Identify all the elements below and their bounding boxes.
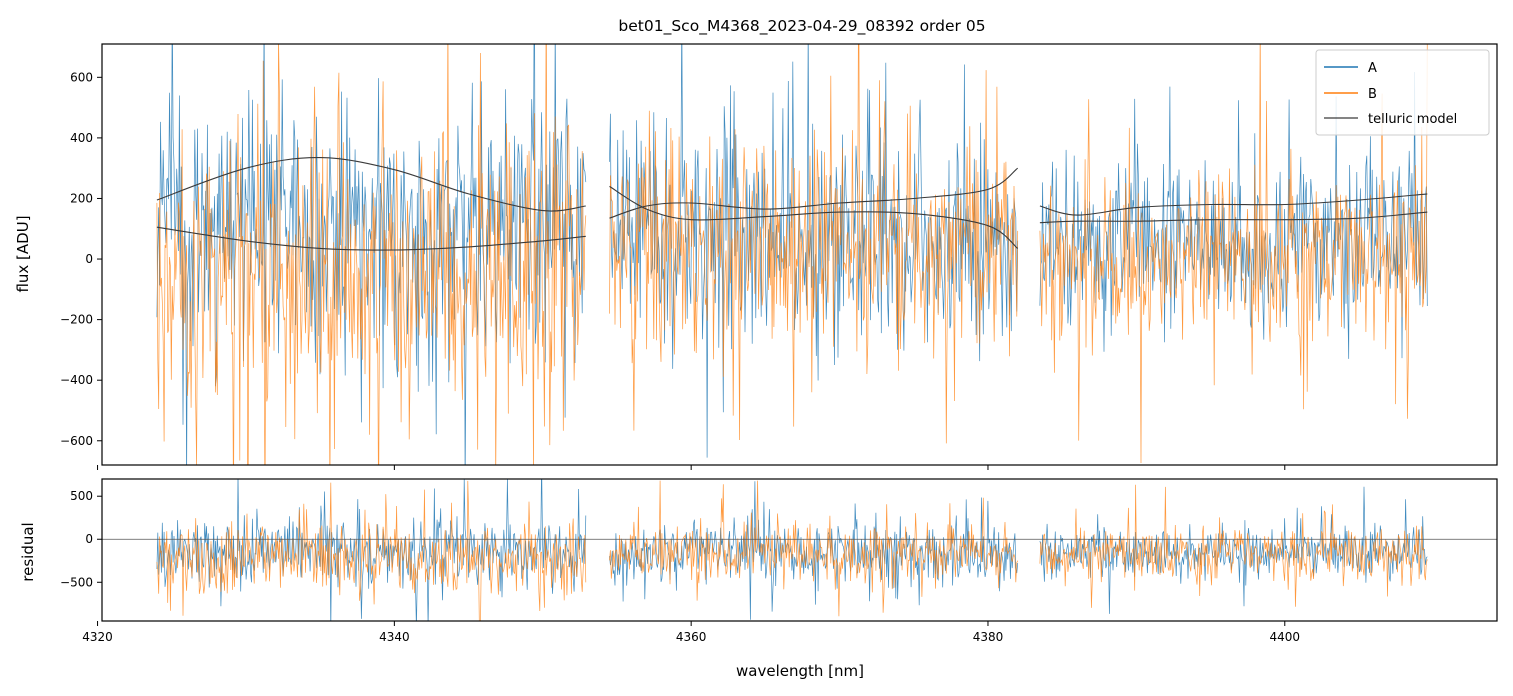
flux-axes: −600 −400 −200 0 200 400 600 [60,70,1286,470]
flux-ytick-label: 400 [70,131,93,145]
flux-ytick-label: −400 [60,373,93,387]
legend-label-b: B [1368,87,1377,102]
telluric-model-curve-4 [609,167,1019,219]
flux-ytick-label: −200 [60,313,93,327]
legend-label-a: A [1368,61,1377,76]
residual-xtick-label: 4380 [973,630,1004,644]
residual-xtick-label: 4360 [676,630,707,644]
residual-ytick-label: 0 [85,532,93,546]
residual-axes-frame [101,478,1498,622]
residual-axes: −500 0 500 4320 4340 4360 4380 4400 [60,489,1300,644]
flux-ytick-label: 600 [70,70,93,84]
residual-series-a-segment-3 [1039,486,1428,614]
telluric-model-curve-1 [156,157,586,212]
residual-xtick-label: 4340 [379,630,410,644]
flux-ytick-label: −600 [60,434,93,448]
legend-label-telluric: telluric model [1368,112,1457,127]
legend: A B telluric model [1315,49,1490,136]
residual-series-b-segment-2 [609,480,1019,617]
flux-plot-area [156,44,1428,465]
telluric-model-curve-5 [1039,193,1428,216]
flux-ytick-label: 200 [70,191,93,205]
legend-box [1315,49,1490,136]
residual-xtick-label: 4320 [82,630,113,644]
chart-title: bet01_Sco_M4368_2023-04-29_08392 order 0… [618,17,985,36]
wavelength-xlabel: wavelength [nm] [736,662,864,680]
residual-ytick-label: 500 [70,489,93,503]
telluric-model-curve-6 [1039,211,1428,224]
flux-series-b-segment-3 [1039,44,1428,464]
residual-ylabel: residual [19,522,37,581]
flux-ytick-label: 0 [85,252,93,266]
flux-series-a-segment-3 [1039,71,1428,359]
flux-ylabel: flux [ADU] [14,215,32,292]
flux-axes-frame [101,43,1498,466]
telluric-model-curve-3 [609,185,1019,249]
residual-ytick-label: −500 [60,575,93,589]
telluric-model-curve-2 [156,226,586,251]
residual-series-b-segment-3 [1039,484,1428,608]
residual-plot-area [102,479,1497,621]
flux-series-b-segment-1 [156,44,587,465]
residual-series-b-segment-1 [156,480,587,621]
flux-series-b-segment-2 [609,44,1019,444]
flux-series-a-segment-1 [156,44,587,465]
residual-xtick-label: 4400 [1270,630,1301,644]
